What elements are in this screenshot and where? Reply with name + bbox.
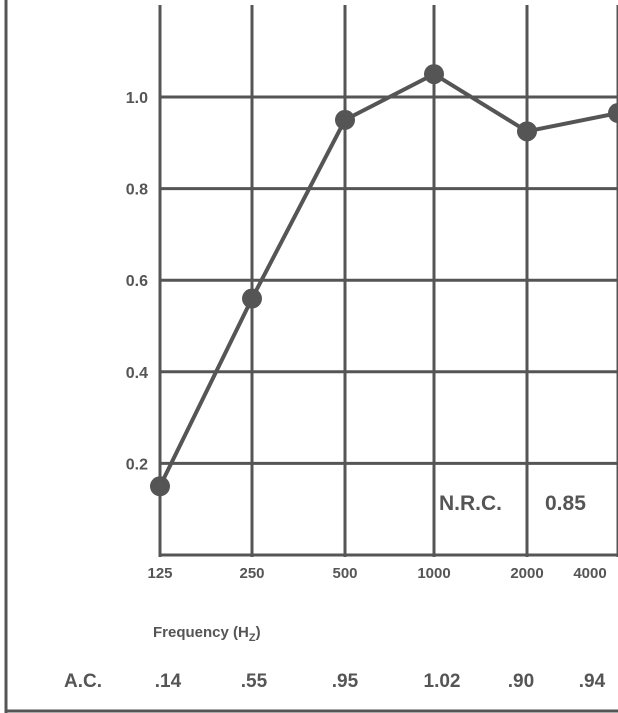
x-tick-label: 500 [332, 565, 357, 582]
x-axis-title-sub: Z [249, 632, 256, 644]
x-tick-label: 250 [239, 565, 264, 582]
nrc-label: N.R.C. [439, 492, 502, 515]
x-tick-label: 125 [147, 565, 172, 582]
ac-value: .95 [332, 671, 359, 692]
y-tick-label: 0.4 [126, 365, 148, 382]
ac-value: .90 [508, 671, 534, 692]
grid [158, 5, 618, 557]
ac-value: .14 [155, 671, 182, 692]
y-tick-label: 0.8 [126, 182, 148, 199]
data-point [150, 476, 170, 497]
ac-row-label: A.C. [64, 671, 102, 692]
data-point [424, 64, 444, 85]
x-tick-label: 2000 [510, 565, 543, 582]
series-group [150, 64, 618, 497]
x-axis-title-main: Frequency (H [153, 624, 249, 641]
x-tick-label: 1000 [417, 565, 450, 582]
y-tick-label: 0.2 [126, 456, 148, 473]
y-tick-label: 0.6 [126, 273, 148, 290]
ac-row-values: .14 .55 .95 1.02 .90 .94 [155, 671, 606, 692]
ac-value: .94 [579, 671, 606, 692]
series-line [158, 72, 618, 488]
y-axis-ticks: 0.2 0.4 0.6 0.8 1.0 [126, 90, 148, 473]
data-point [242, 288, 262, 309]
x-axis-ticks: 125 250 500 1000 2000 4000 [147, 565, 606, 582]
x-tick-label: 4000 [573, 565, 606, 582]
y-tick-label: 1.0 [126, 90, 148, 107]
data-point [517, 121, 537, 142]
nrc-value: 0.85 [545, 492, 586, 515]
data-point [335, 109, 355, 130]
x-axis-title-suffix: ) [256, 624, 261, 641]
ac-value: .55 [241, 671, 268, 692]
data-point [608, 103, 618, 124]
x-axis-title: Frequency (HZ) [153, 624, 261, 644]
ac-value: 1.02 [424, 671, 461, 692]
